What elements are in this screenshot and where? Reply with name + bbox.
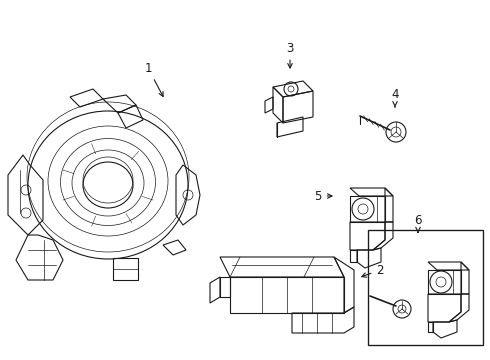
Bar — [368, 230, 483, 345]
Text: 5: 5 — [314, 189, 332, 202]
Text: 1: 1 — [144, 62, 163, 96]
Text: 4: 4 — [391, 89, 399, 107]
Text: 2: 2 — [362, 264, 384, 277]
Text: 3: 3 — [286, 41, 294, 68]
Text: 6: 6 — [414, 213, 422, 232]
